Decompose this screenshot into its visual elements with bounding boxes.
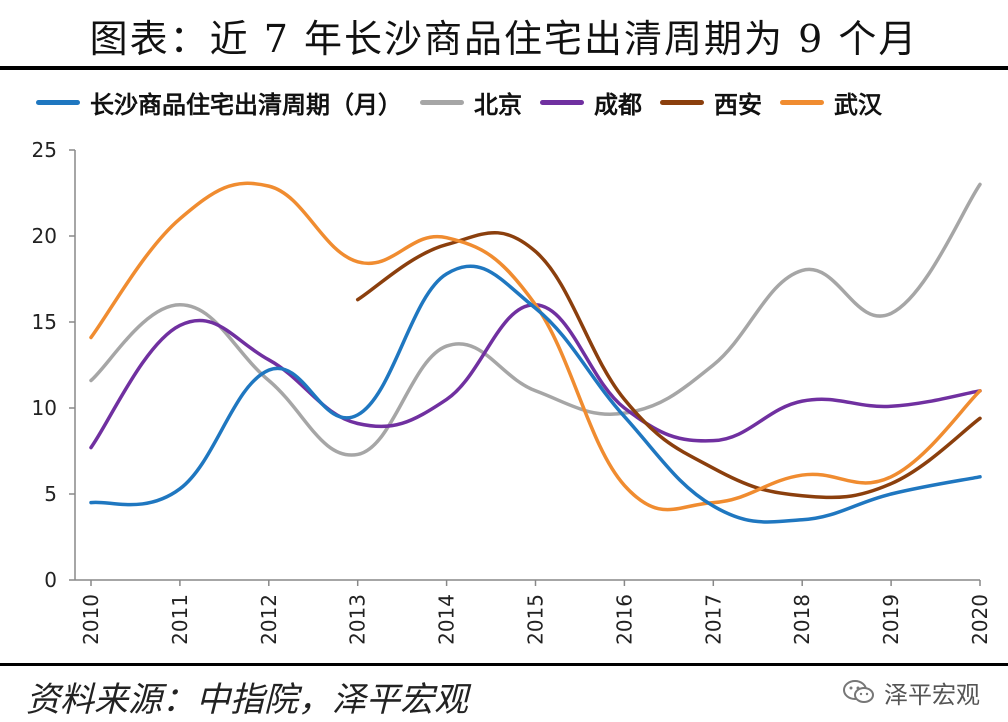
x-tick-label: 2017: [701, 594, 725, 645]
legend-swatch: [540, 99, 584, 105]
brand-watermark: 泽平宏观: [842, 672, 980, 712]
legend-label: 长沙商品住宅出清周期（月）: [90, 90, 402, 119]
series-line-4: [89, 181, 982, 512]
legend-label: 北京: [474, 90, 522, 119]
legend-item: 成都: [540, 85, 642, 120]
legend-label: 成都: [594, 90, 642, 119]
legend-swatch: [660, 99, 704, 105]
y-tick-label: 25: [32, 138, 57, 162]
y-tick-label: 5: [44, 482, 57, 506]
legend-item: 北京: [420, 85, 522, 120]
series-line-1: [89, 182, 982, 457]
title-divider: [0, 66, 1008, 70]
x-tick-label: 2015: [524, 594, 548, 645]
footer-divider: [0, 663, 1008, 666]
legend-item: 武汉: [780, 85, 882, 120]
wechat-icon: [843, 680, 874, 703]
legend-label: 西安: [714, 90, 762, 119]
legend-swatch: [420, 99, 464, 105]
x-tick-label: 2018: [790, 594, 814, 645]
x-tick-label: 2013: [346, 594, 370, 645]
brand-name: 泽平宏观: [884, 680, 980, 709]
series-line-2: [89, 303, 982, 450]
source-note: 资料来源：中指院，泽平宏观: [26, 680, 468, 720]
x-tick-label: 2011: [168, 594, 192, 645]
legend-label: 武汉: [834, 90, 882, 119]
line-chart: 0 5 10 15 20 25 2010 2011 2012 2013 2014 2015 2016 20…: [32, 138, 992, 645]
x-tick-label: 2016: [612, 594, 636, 645]
y-tick-label: 0: [44, 568, 57, 592]
legend-item: 长沙商品住宅出清周期（月）: [36, 85, 402, 120]
x-tick-label: 2019: [879, 594, 903, 645]
series-line-0: [89, 264, 982, 524]
y-tick-label: 10: [32, 396, 57, 420]
x-tick-label: 2020: [968, 594, 992, 645]
x-tick-label: 2010: [79, 594, 103, 645]
chart-legend: 长沙商品住宅出清周期（月） 北京 成都 西安 武汉: [36, 84, 900, 120]
y-tick-label: 20: [32, 224, 57, 248]
chart-title: 图表：近 7 年长沙商品住宅出清周期为 9 个月: [89, 17, 919, 61]
y-tick-label: 15: [32, 310, 57, 334]
legend-item: 西安: [660, 85, 762, 120]
x-tick-label: 2012: [257, 594, 281, 645]
x-tick-label: 2014: [435, 594, 459, 645]
legend-swatch: [780, 99, 824, 105]
legend-swatch: [36, 99, 80, 105]
